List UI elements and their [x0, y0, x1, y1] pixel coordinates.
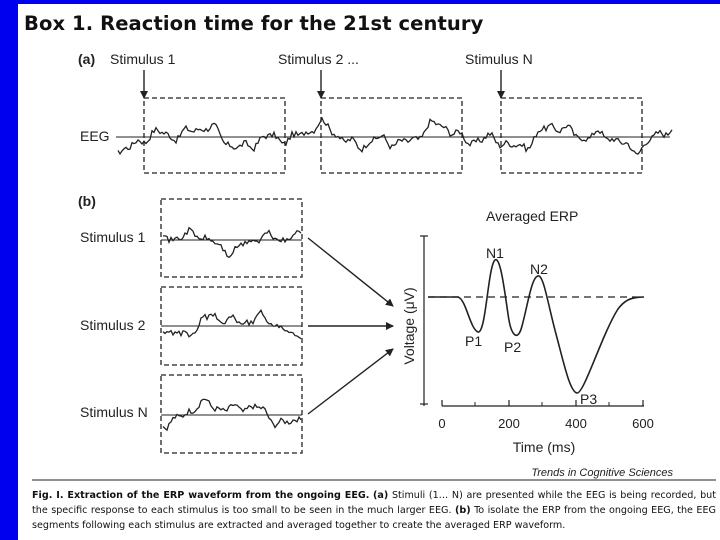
x-tick-label-200: 200 — [498, 416, 520, 431]
slide: Box 1. Reaction time for the 21st centur… — [18, 4, 720, 540]
segment-trace-2 — [162, 309, 302, 340]
segment-trace-n — [162, 398, 302, 432]
average-arrow-n — [307, 348, 394, 415]
eeg-trace — [117, 116, 673, 156]
peak-label-n1: N1 — [486, 245, 504, 261]
caption-b-text: To isolate the ERP from the ongoing EEG,… — [32, 505, 716, 531]
erp-figure: (a) Stimulus 1 Stimulus 2 ... Stimulus N… — [32, 51, 716, 481]
average-arrow-1 — [307, 237, 394, 307]
y-axis-title: Voltage (μV) — [401, 287, 417, 364]
figure-caption: Fig. I. Extraction of the ERP waveform f… — [32, 488, 716, 533]
panel-b-label: (b) — [78, 193, 96, 209]
segment-trace-1 — [163, 226, 302, 259]
panel-a-label: (a) — [78, 51, 95, 67]
caption-a-label: (a) — [373, 490, 389, 501]
peak-label-p1: P1 — [465, 333, 482, 349]
epoch-box-2 — [320, 97, 463, 174]
segment-1-label: Stimulus 1 — [80, 229, 146, 245]
stimulus-1-label: Stimulus 1 — [110, 51, 176, 67]
x-axis-title: Time (ms) — [513, 439, 575, 455]
x-tick-label-400: 400 — [565, 416, 587, 431]
eeg-label: EEG — [80, 128, 110, 144]
epoch-box-1 — [143, 97, 286, 174]
x-tick-label-0: 0 — [438, 416, 445, 431]
caption-a-text: Stimuli (1… N) are presented while the E… — [32, 490, 717, 516]
segment-n-label: Stimulus N — [80, 404, 148, 420]
peak-label-p3: P3 — [580, 391, 597, 407]
segment-box-n — [160, 374, 303, 454]
x-tick-label-600: 600 — [632, 416, 654, 431]
erp-title: Averaged ERP — [486, 208, 578, 224]
epoch-box-n — [500, 97, 643, 174]
segment-box-1 — [160, 198, 303, 278]
segment-2-label: Stimulus 2 — [80, 317, 146, 333]
box-title: Box 1. Reaction time for the 21st centur… — [24, 12, 484, 35]
erp-waveform — [428, 259, 645, 394]
caption-b-label: (b) — [454, 505, 471, 516]
stimulus-2-label: Stimulus 2 ... — [278, 51, 359, 67]
journal-credit: Trends in Cognitive Sciences — [531, 467, 673, 479]
stimulus-n-label: Stimulus N — [465, 51, 533, 67]
caption-lead: Fig. I. Extraction of the ERP waveform f… — [32, 490, 370, 501]
peak-label-n2: N2 — [530, 261, 548, 277]
peak-label-p2: P2 — [504, 339, 521, 355]
